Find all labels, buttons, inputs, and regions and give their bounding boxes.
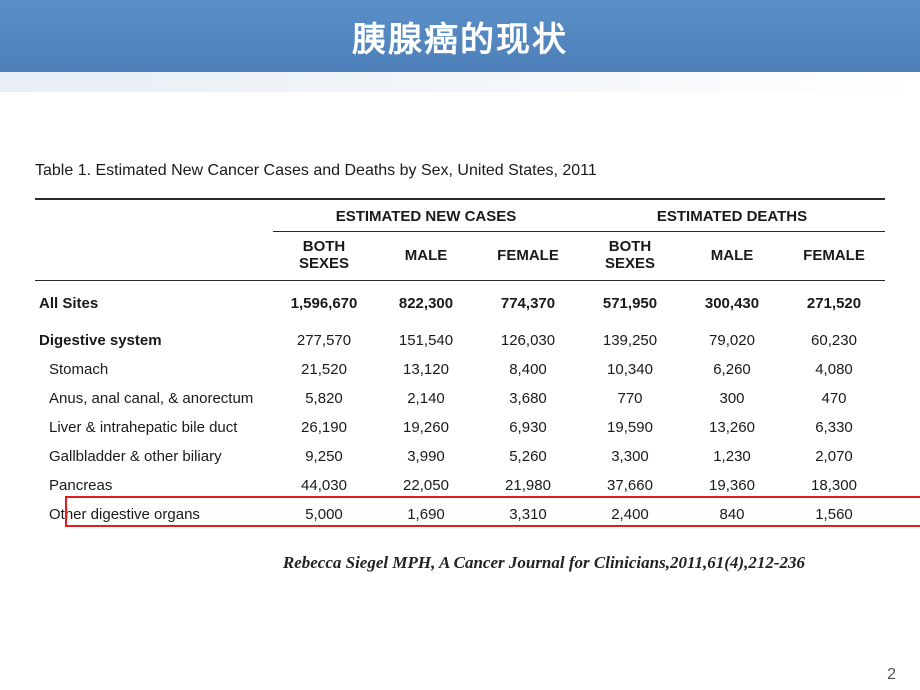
citation-text: Rebecca Siegel MPH, A Cancer Journal for…	[35, 529, 885, 573]
cell: 151,540	[375, 326, 477, 355]
cell: 1,230	[681, 442, 783, 471]
cell: 6,330	[783, 413, 885, 442]
cell: 3,300	[579, 442, 681, 471]
cell: 840	[681, 500, 783, 529]
blank-subheader	[35, 232, 273, 281]
cell: 19,590	[579, 413, 681, 442]
blank-header	[35, 199, 273, 232]
table-row: Anus, anal canal, & anorectum5,8202,1403…	[35, 384, 885, 413]
cell: 2,140	[375, 384, 477, 413]
cell: 2,400	[579, 500, 681, 529]
cell: 37,660	[579, 471, 681, 500]
cell: 277,570	[273, 326, 375, 355]
cell: 5,820	[273, 384, 375, 413]
cell: 1,690	[375, 500, 477, 529]
cell: 79,020	[681, 326, 783, 355]
table-row: Liver & intrahepatic bile duct26,19019,2…	[35, 413, 885, 442]
table-row: Digestive system277,570151,540126,030139…	[35, 326, 885, 355]
table-row: Stomach21,52013,1208,40010,3406,2604,080	[35, 355, 885, 384]
cell: 126,030	[477, 326, 579, 355]
row-label: Other digestive organs	[35, 500, 273, 529]
cell: 5,000	[273, 500, 375, 529]
cell: 13,260	[681, 413, 783, 442]
cell: 770	[579, 384, 681, 413]
col-both-sexes-1: BOTH SEXES	[273, 232, 375, 281]
table-row: Other digestive organs5,0001,6903,3102,4…	[35, 500, 885, 529]
row-label: Liver & intrahepatic bile duct	[35, 413, 273, 442]
cell: 10,340	[579, 355, 681, 384]
cell: 8,400	[477, 355, 579, 384]
cell: 5,260	[477, 442, 579, 471]
cell: 4,080	[783, 355, 885, 384]
cell: 271,520	[783, 281, 885, 327]
cell: 300,430	[681, 281, 783, 327]
col-male-2: MALE	[681, 232, 783, 281]
group-header-row: ESTIMATED NEW CASES ESTIMATED DEATHS	[35, 199, 885, 232]
cell: 470	[783, 384, 885, 413]
cell: 2,070	[783, 442, 885, 471]
cell: 571,950	[579, 281, 681, 327]
cell: 1,596,670	[273, 281, 375, 327]
cell: 3,680	[477, 384, 579, 413]
row-label: All Sites	[35, 281, 273, 327]
cell: 13,120	[375, 355, 477, 384]
cell: 22,050	[375, 471, 477, 500]
group-header-new-cases: ESTIMATED NEW CASES	[273, 199, 579, 232]
row-label: Gallbladder & other biliary	[35, 442, 273, 471]
cell: 21,520	[273, 355, 375, 384]
row-label: Stomach	[35, 355, 273, 384]
cell: 6,260	[681, 355, 783, 384]
data-table: ESTIMATED NEW CASES ESTIMATED DEATHS BOT…	[35, 198, 885, 529]
cell: 300	[681, 384, 783, 413]
col-female-2: FEMALE	[783, 232, 885, 281]
slide-title: 胰腺癌的现状	[352, 12, 568, 61]
content-area: Table 1. Estimated New Cancer Cases and …	[0, 92, 920, 573]
cell: 60,230	[783, 326, 885, 355]
row-label: Digestive system	[35, 326, 273, 355]
cell: 139,250	[579, 326, 681, 355]
col-both-sexes-2: BOTH SEXES	[579, 232, 681, 281]
row-label: Anus, anal canal, & anorectum	[35, 384, 273, 413]
cell: 9,250	[273, 442, 375, 471]
table-row: Gallbladder & other biliary9,2503,9905,2…	[35, 442, 885, 471]
title-banner: 胰腺癌的现状	[0, 0, 920, 72]
cell: 3,310	[477, 500, 579, 529]
col-female-1: FEMALE	[477, 232, 579, 281]
cell: 774,370	[477, 281, 579, 327]
table-body: All Sites1,596,670822,300774,370571,9503…	[35, 281, 885, 530]
table-row: Pancreas44,03022,05021,98037,66019,36018…	[35, 471, 885, 500]
group-header-deaths: ESTIMATED DEATHS	[579, 199, 885, 232]
page-number: 2	[887, 666, 896, 684]
cell: 21,980	[477, 471, 579, 500]
table-caption: Table 1. Estimated New Cancer Cases and …	[35, 162, 885, 180]
cell: 19,360	[681, 471, 783, 500]
cell: 18,300	[783, 471, 885, 500]
cell: 19,260	[375, 413, 477, 442]
col-male-1: MALE	[375, 232, 477, 281]
title-underbar	[0, 72, 920, 92]
cell: 44,030	[273, 471, 375, 500]
row-label: Pancreas	[35, 471, 273, 500]
cell: 26,190	[273, 413, 375, 442]
sub-header-row: BOTH SEXES MALE FEMALE BOTH SEXES MALE F…	[35, 232, 885, 281]
table-wrap: ESTIMATED NEW CASES ESTIMATED DEATHS BOT…	[35, 198, 885, 529]
cell: 1,560	[783, 500, 885, 529]
cell: 3,990	[375, 442, 477, 471]
table-row: All Sites1,596,670822,300774,370571,9503…	[35, 281, 885, 327]
cell: 6,930	[477, 413, 579, 442]
cell: 822,300	[375, 281, 477, 327]
